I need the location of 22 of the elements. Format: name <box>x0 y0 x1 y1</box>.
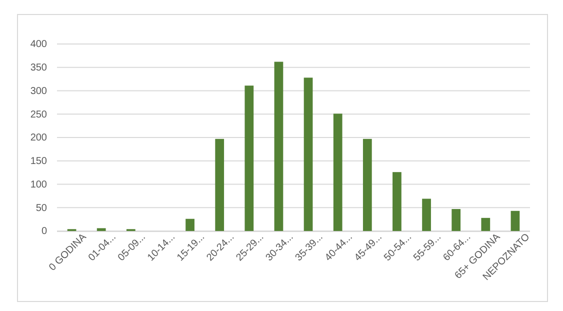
y-tick-label: 350 <box>30 62 48 74</box>
y-tick-label: 400 <box>30 39 48 50</box>
y-tick-label: 300 <box>30 86 48 97</box>
bar <box>392 172 402 231</box>
bar <box>481 218 490 231</box>
bar <box>362 138 372 231</box>
bar <box>510 210 520 231</box>
bar <box>244 86 254 231</box>
y-tick-label: 50 <box>36 202 48 214</box>
bar <box>274 62 284 231</box>
y-tick-label: 100 <box>30 179 48 190</box>
bar <box>186 218 194 231</box>
y-tick-label: 0 <box>41 226 48 238</box>
y-tick-label: 200 <box>30 132 48 144</box>
bar <box>452 209 461 231</box>
bar <box>333 114 342 231</box>
y-tick-label: 150 <box>30 156 48 168</box>
bar <box>304 78 313 231</box>
bar <box>422 198 431 231</box>
y-tick-label: 250 <box>30 109 48 120</box>
bar <box>215 138 224 231</box>
bar <box>96 228 106 231</box>
